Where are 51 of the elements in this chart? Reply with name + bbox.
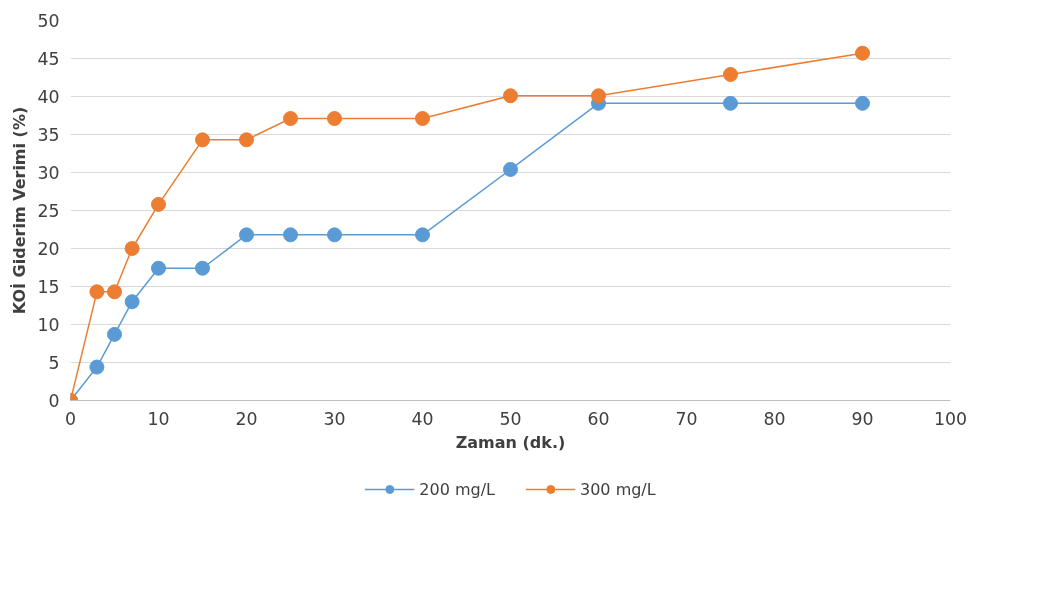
point xyxy=(239,132,254,148)
x-tick-label: 60 xyxy=(587,408,610,429)
y-tick-label: 0 xyxy=(48,391,60,411)
point xyxy=(151,260,166,276)
point xyxy=(89,359,105,375)
x-tick-label: 80 xyxy=(763,408,786,429)
point xyxy=(195,132,210,148)
point xyxy=(107,326,122,342)
x-tick-label: 20 xyxy=(235,408,258,429)
point xyxy=(89,284,105,300)
point xyxy=(195,260,210,276)
y-tick-label: 5 xyxy=(48,353,60,373)
y-tick-label: 15 xyxy=(37,277,60,297)
y-axis-title: KOİ Giderim Verimi (%) xyxy=(10,106,30,315)
x-tick-label: 40 xyxy=(411,408,434,429)
x-tick-label: 0 xyxy=(64,408,77,429)
x-tick-label: 90 xyxy=(851,408,874,429)
point xyxy=(415,227,430,243)
point xyxy=(503,161,518,177)
point xyxy=(239,227,254,243)
point xyxy=(107,284,122,300)
x-axis-title: Zaman (dk.) xyxy=(455,432,566,452)
y-tick-label: 35 xyxy=(37,125,60,145)
y-tick-label: 40 xyxy=(37,87,60,107)
x-tick-label: 50 xyxy=(499,408,522,429)
point xyxy=(124,294,140,310)
point xyxy=(503,88,518,104)
y-tick-label: 45 xyxy=(37,49,60,69)
x-tick-label: 70 xyxy=(675,408,698,429)
y-tick-label: 25 xyxy=(37,201,60,221)
point xyxy=(591,88,606,104)
point xyxy=(283,111,298,127)
y-tick-label: 20 xyxy=(37,239,60,259)
point xyxy=(327,111,342,127)
legend-label: 300 mg/L xyxy=(580,479,656,499)
point xyxy=(283,227,298,243)
point xyxy=(723,95,738,111)
point xyxy=(723,66,738,82)
point xyxy=(151,196,166,212)
point xyxy=(855,45,870,61)
point xyxy=(415,111,430,127)
y-tick-label: 30 xyxy=(37,163,60,183)
x-tick-label: 30 xyxy=(323,408,346,429)
y-tick-label: 10 xyxy=(37,315,60,335)
point xyxy=(855,95,870,111)
x-tick-label: 100 xyxy=(933,408,968,429)
x-tick-label: 10 xyxy=(147,408,170,429)
y-tick-label: 50 xyxy=(37,11,60,31)
legend-label: 200 mg/L xyxy=(419,479,495,499)
point xyxy=(124,241,140,256)
point xyxy=(327,227,342,243)
